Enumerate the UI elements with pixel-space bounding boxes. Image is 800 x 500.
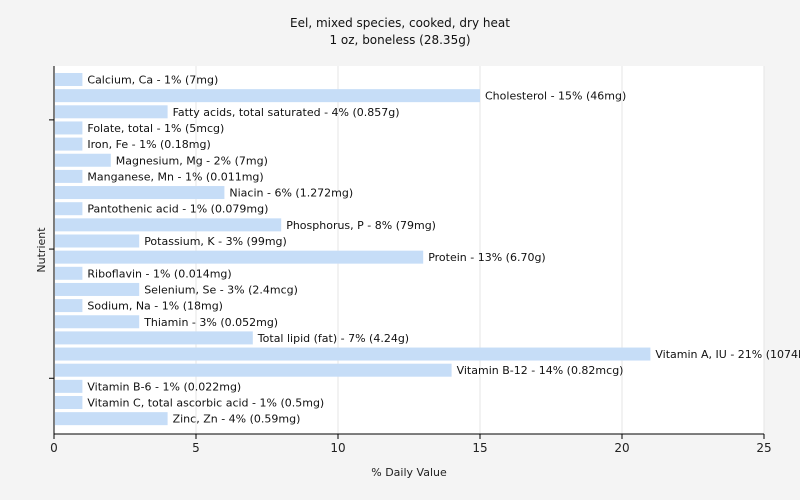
- bar: [55, 153, 111, 167]
- chart-subtitle: 1 oz, boneless (28.35g): [329, 33, 470, 47]
- bar-label: Iron, Fe - 1% (0.18mg): [87, 138, 210, 151]
- bar-label: Sodium, Na - 1% (18mg): [87, 300, 223, 313]
- axes: [49, 66, 765, 439]
- bar-label: Protein - 13% (6.70g): [428, 251, 546, 264]
- bar-label: Vitamin B-12 - 14% (0.82mcg): [457, 364, 624, 377]
- bar: [55, 315, 140, 329]
- bar-label: Potassium, K - 3% (99mg): [144, 235, 287, 248]
- bar-label: Vitamin C, total ascorbic acid - 1% (0.5…: [87, 397, 324, 410]
- bar: [55, 169, 83, 183]
- x-tick-label: 5: [192, 441, 200, 455]
- bar-label: Zinc, Zn - 4% (0.59mg): [173, 413, 301, 426]
- bar: [55, 186, 225, 200]
- bar-label: Manganese, Mn - 1% (0.011mg): [87, 170, 263, 183]
- chart-title: Eel, mixed species, cooked, dry heat: [290, 16, 510, 30]
- bar: [55, 379, 83, 393]
- bar: [55, 396, 83, 409]
- x-tick-label: 20: [614, 441, 629, 455]
- bar-label: Folate, total - 1% (5mcg): [87, 122, 224, 135]
- bar: [55, 266, 83, 280]
- bar: [55, 347, 651, 361]
- bar-label: Magnesium, Mg - 2% (7mg): [116, 154, 268, 167]
- bar: [55, 202, 83, 216]
- bar: [55, 137, 83, 151]
- bar: [55, 89, 480, 103]
- x-tick-label: 0: [50, 441, 58, 455]
- bar-label: Thiamin - 3% (0.052mg): [143, 316, 278, 329]
- bar: [55, 412, 168, 426]
- bar-label: Fatty acids, total saturated - 4% (0.857…: [173, 106, 400, 119]
- bar: [55, 282, 140, 296]
- y-axis-label: Nutrient: [35, 227, 48, 273]
- bar-label: Pantothenic acid - 1% (0.079mg): [87, 203, 268, 216]
- bar: [55, 234, 140, 248]
- bar-label: Total lipid (fat) - 7% (4.24g): [257, 332, 409, 345]
- bar-label: Vitamin B-6 - 1% (0.022mg): [87, 380, 241, 393]
- x-tick-label: 10: [330, 441, 345, 455]
- bar-label: Riboflavin - 1% (0.014mg): [87, 267, 231, 280]
- bar: [55, 299, 83, 313]
- bar: [55, 73, 83, 86]
- x-tick-labels: 0 5 10 15 20 25: [50, 441, 771, 455]
- bar: [55, 331, 253, 345]
- bars: Calcium, Ca - 1% (7mg) Cholesterol - 15% …: [55, 73, 800, 426]
- bar: [55, 363, 452, 377]
- bar: [55, 121, 83, 135]
- bar-label: Niacin - 6% (1.272mg): [229, 187, 353, 200]
- x-tick-label: 15: [472, 441, 487, 455]
- bar-label: Calcium, Ca - 1% (7mg): [87, 74, 218, 87]
- bar-label: Phosphorus, P - 8% (79mg): [286, 219, 436, 232]
- x-tick-label: 25: [756, 441, 771, 455]
- x-axis-label: % Daily Value: [371, 466, 447, 479]
- bar: [55, 105, 168, 119]
- bar: [55, 250, 424, 264]
- bar: [55, 218, 282, 232]
- bar-label: Cholesterol - 15% (46mg): [485, 90, 626, 103]
- bar-label: Vitamin A, IU - 21% (1074IU): [655, 348, 800, 361]
- bar-label: Selenium, Se - 3% (2.4mcg): [144, 283, 298, 296]
